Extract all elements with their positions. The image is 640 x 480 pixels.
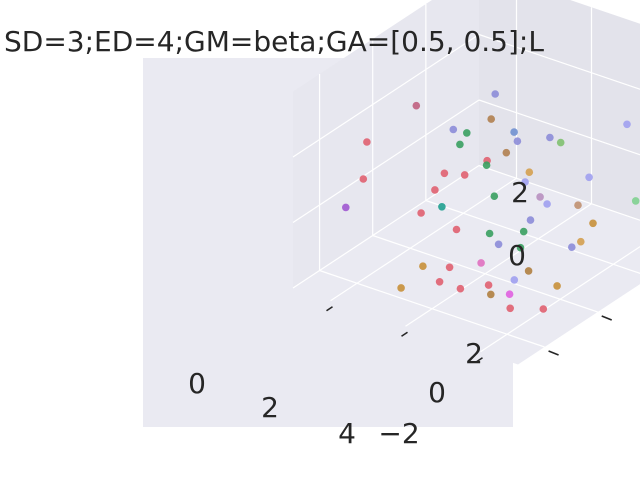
scatter-point: [502, 148, 511, 157]
x-tick-mark: [476, 357, 483, 363]
scatter-point: [536, 193, 544, 201]
x-tick-label: 2: [261, 391, 279, 424]
grid-line: [292, 164, 480, 289]
scatter-point: [510, 276, 519, 284]
y-tick-mark: [601, 315, 613, 321]
scatter-point: [438, 203, 446, 211]
x-tick-label: 4: [338, 417, 356, 450]
scatter-point: [577, 237, 585, 246]
scatter-point: [494, 240, 503, 249]
scatter-point: [456, 140, 464, 149]
scatter-point: [543, 200, 551, 208]
scatter-point: [440, 169, 449, 178]
tick-marks: [326, 306, 613, 363]
scatter-point: [585, 173, 593, 182]
y-tick-labels: −2 0 2: [378, 337, 483, 450]
scatter-point: [556, 138, 565, 147]
scatter-point: [487, 290, 495, 299]
grid-line: [425, 199, 640, 274]
scatter-point: [463, 129, 471, 137]
grid-line: [478, 164, 640, 221]
scatter-point: [435, 278, 444, 286]
y-tick-mark: [548, 350, 559, 356]
scatter-point: [485, 229, 494, 238]
scatter-point: [419, 262, 427, 271]
scatter-point: [491, 90, 500, 98]
scatter-point: [490, 192, 499, 200]
scatter-point: [484, 281, 493, 289]
chart-title: SD=3;ED=4;GM=beta;GA=[0.5, 0.5];L: [4, 25, 544, 58]
scatter-point: [363, 138, 371, 146]
scatter-point: [449, 125, 458, 134]
scatter-point: [510, 128, 518, 136]
side-pane: [479, 0, 640, 221]
floor-pane: [293, 165, 640, 365]
scatter-point: [417, 209, 425, 217]
grid-line: [405, 203, 592, 327]
scatter-point: [487, 115, 496, 123]
y-tick-label: 0: [428, 376, 446, 409]
grid-line: [319, 269, 545, 348]
scatter-point: [460, 171, 469, 179]
scatter-point: [477, 259, 485, 267]
scatter-point: [456, 284, 465, 293]
scatter-point: [513, 137, 522, 145]
scatter-point: [574, 201, 582, 209]
z-tick-label: 2: [511, 176, 529, 209]
x-tick-label: 0: [188, 367, 206, 400]
y-tick-label: −2: [378, 417, 419, 450]
scatter-point: [546, 133, 554, 142]
scatter-point: [539, 305, 548, 313]
scatter-point: [445, 263, 454, 272]
grid-lines: [292, 0, 640, 353]
grid-line: [478, 99, 640, 156]
scatter-point: [412, 101, 421, 110]
data-points: [342, 90, 640, 313]
x-tick-labels: 0 2 4: [188, 367, 356, 450]
scatter-point: [521, 178, 529, 186]
grid-line: [330, 177, 517, 302]
scatter-point: [506, 304, 514, 313]
scatter-point: [568, 243, 576, 251]
scatter-point: [452, 225, 461, 234]
grid-line: [478, 33, 640, 90]
scatter-point: [397, 284, 405, 292]
scatter-point: [589, 219, 597, 228]
scatter-point: [431, 186, 439, 194]
z-tick-labels: 0 2: [508, 176, 529, 272]
scatter-point: [526, 216, 535, 224]
grid-line: [372, 234, 598, 313]
grid-line: [292, 99, 480, 224]
y-tick-label: 2: [465, 337, 483, 370]
scatter-point: [505, 290, 514, 299]
x-tick-mark: [326, 306, 333, 312]
back-pane: [293, 0, 479, 288]
grid-line: [480, 245, 640, 353]
scatter-point: [519, 227, 528, 236]
scatter-point: [482, 161, 491, 169]
z-tick-label: 0: [508, 239, 526, 272]
scatter-point: [623, 120, 631, 129]
scatter-point: [516, 243, 525, 252]
scatter-point: [525, 168, 534, 176]
scatter-point: [553, 282, 561, 290]
grid-line: [292, 33, 480, 158]
scatter-point: [524, 267, 533, 275]
x-tick-mark: [401, 331, 408, 337]
scatter-point: [359, 175, 368, 183]
scatter-point: [342, 203, 350, 212]
scatter-point: [631, 197, 640, 205]
